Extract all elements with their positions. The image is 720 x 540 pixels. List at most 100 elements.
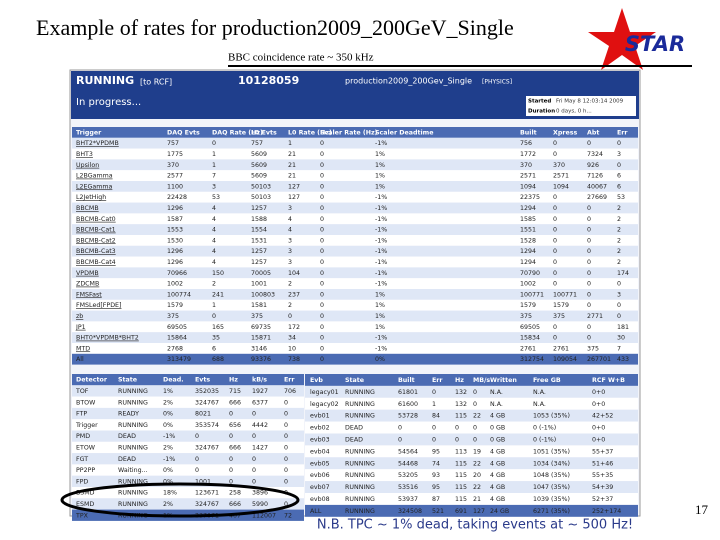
table-cell: 0 [587, 270, 591, 277]
table-cell: 0 [320, 162, 324, 169]
table-cell: 4 [288, 216, 292, 223]
table-cell: 174 [617, 270, 629, 277]
table-cell: 2 [288, 281, 292, 288]
table-cell: 6377 [252, 399, 268, 406]
table-cell: 0 [553, 140, 557, 147]
table-cell: BSMD [76, 490, 95, 497]
table-cell: -1% [375, 248, 387, 255]
table-cell: BBCMB [76, 205, 99, 212]
table-cell: 4 [212, 259, 216, 266]
table-cell: 1094 [520, 183, 536, 190]
table-cell: 15834 [520, 335, 540, 342]
table-cell: 0 [320, 270, 324, 277]
table-cell: 6 [617, 183, 621, 190]
table-cell: 4442 [252, 422, 268, 429]
table-cell: -1% [375, 227, 387, 234]
table-cell: BBCMB-Cat3 [76, 248, 116, 255]
table-cell: 241 [212, 291, 224, 298]
logo-star [588, 8, 656, 70]
table-cell: 69735 [251, 324, 271, 331]
started-value: Fri May 8 12:03:14 2009 [556, 99, 624, 105]
column-header: Err [284, 377, 295, 384]
table-cell: 3 [288, 237, 292, 244]
table-cell: 2 [617, 237, 621, 244]
table-row-bg [72, 235, 638, 246]
table-cell: RUNNING [345, 472, 375, 479]
table-cell: 70790 [520, 270, 540, 277]
table-cell: 1587 [167, 216, 183, 223]
table-cell: BBCMB-Cat4 [76, 259, 116, 266]
table-cell: 375 [553, 313, 565, 320]
table-cell: 93376 [251, 356, 271, 363]
table-cell: 52+37 [592, 496, 613, 503]
column-header: Written [490, 377, 517, 384]
table-cell: 706 [284, 388, 296, 395]
table-cell: 375 [251, 313, 263, 320]
table-cell: 54564 [398, 448, 418, 455]
table-cell: 70966 [167, 270, 187, 277]
table-cell: 0 [320, 259, 324, 266]
table-cell: 100774 [167, 291, 191, 298]
table-cell: 127 [288, 194, 300, 201]
table-row-bg [72, 453, 304, 465]
table-cell: 112007 [252, 512, 276, 519]
table-cell: 0 [320, 216, 324, 223]
table-cell: 352035 [195, 388, 219, 395]
table-cell: 21 [288, 173, 296, 180]
started-label: Started [528, 99, 551, 105]
table-cell: 69505 [520, 324, 540, 331]
table-cell: 100771 [553, 291, 577, 298]
table-cell: 0 [320, 173, 324, 180]
table-cell: 0 [553, 216, 557, 223]
table-cell: N.A. [490, 401, 503, 408]
table-cell: L2JetHigh [76, 194, 106, 201]
table-cell: 1579 [167, 302, 183, 309]
table-cell: 324767 [195, 501, 219, 508]
table-cell: 2571 [553, 173, 569, 180]
table-cell: 0 [284, 444, 288, 451]
table-cell: 0 [587, 324, 591, 331]
table-cell: 1094 [553, 183, 569, 190]
table-header-bg [305, 374, 638, 386]
table-cell: legacy01 [310, 389, 339, 396]
table-row-bg [72, 137, 638, 149]
table-cell: RUNNING [345, 448, 375, 455]
table-cell: evb07 [310, 484, 330, 491]
table-cell: 1% [375, 183, 385, 190]
table-cell: 252+174 [592, 508, 621, 515]
table-cell: 0 [252, 467, 256, 474]
table-row-bg [72, 191, 638, 203]
table-cell: 3 [288, 248, 292, 255]
table-cell: 2571 [520, 173, 536, 180]
table-cell: 1% [375, 162, 385, 169]
table-cell: -1% [375, 270, 387, 277]
table-cell: 21 [288, 162, 296, 169]
subtitle: BBC coincidence rate ~ 350 kHz [228, 52, 374, 64]
table-cell: 324508 [398, 508, 422, 515]
table-cell: 375 [167, 313, 179, 320]
table-cell: 0 [284, 467, 288, 474]
table-cell: BHT3 [76, 151, 93, 158]
table-cell: 0 [587, 237, 591, 244]
table-cell: 3896 [252, 490, 268, 497]
table-cell: 0 [320, 324, 324, 331]
table-cell: 0 [284, 501, 288, 508]
table-cell: L2BGamma [76, 173, 113, 180]
table-cell: 0 [320, 302, 324, 309]
table-cell: BTOW [76, 399, 96, 406]
table-cell: 172 [288, 324, 300, 331]
table-cell: 0 [252, 411, 256, 418]
column-header: DAQ Rate (Hz) [212, 129, 263, 136]
table-cell: -1% [375, 205, 387, 212]
table-cell: 0 [587, 216, 591, 223]
table-cell: 0 [320, 345, 324, 352]
table-cell: BBCMB-Cat1 [76, 227, 116, 234]
table-cell: 521 [432, 508, 444, 515]
table-row-bg [72, 321, 638, 333]
table-cell: 2 [212, 281, 216, 288]
table-cell: 0 [252, 456, 256, 463]
table-cell: 0 [284, 422, 288, 429]
table-cell: RUNNING [118, 501, 148, 508]
table-cell: 738 [288, 356, 300, 363]
table-cell: N.A. [490, 389, 503, 396]
